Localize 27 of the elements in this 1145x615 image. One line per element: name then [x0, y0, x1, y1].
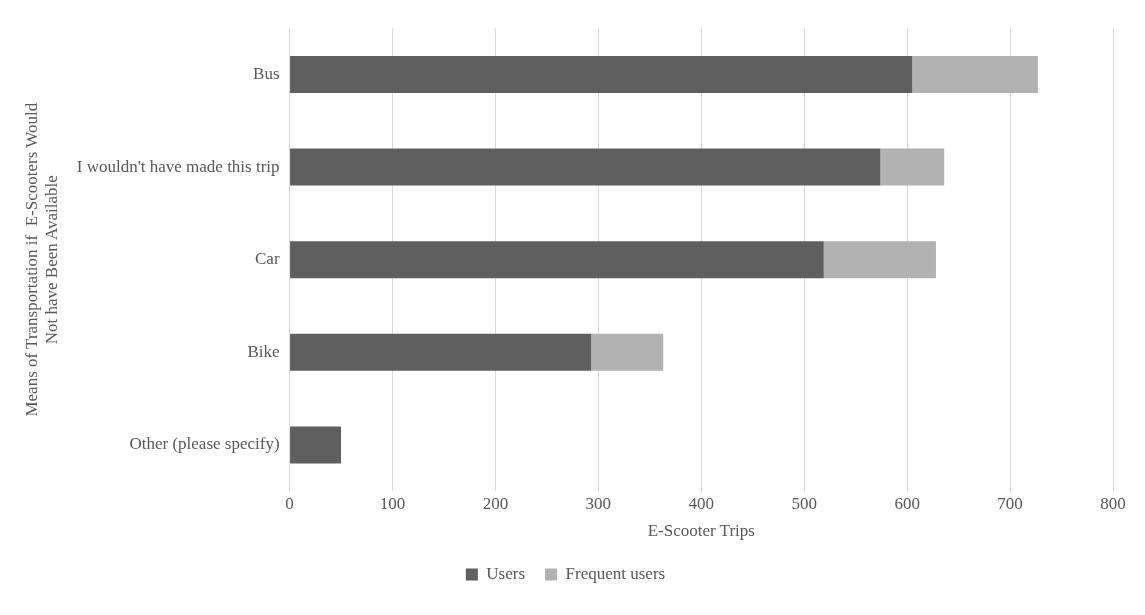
bar [880, 148, 945, 186]
y-tick-label: I wouldn't have made this trip [76, 156, 280, 176]
bar [290, 241, 824, 279]
bar [591, 333, 664, 371]
legend-label: Frequent users [565, 563, 666, 583]
bar [823, 241, 936, 279]
y-axis-title: Means of Transportation if E-Scooters Would Not have Been Available [21, 102, 62, 417]
x-tick-label: 0 [285, 493, 294, 513]
bar [290, 148, 881, 186]
y-tick-label: Other (please specify) [129, 434, 280, 454]
x-tick-label: 600 [894, 493, 920, 513]
x-tick-label: 400 [688, 493, 715, 513]
x-tick-label: 300 [585, 493, 612, 513]
bar [912, 55, 1038, 94]
x-tick-label: 100 [379, 493, 406, 513]
bar [290, 426, 342, 464]
bar [290, 333, 592, 371]
y-tick-label: Car [255, 249, 280, 269]
y-tick-label: Bike [247, 341, 280, 361]
x-tick-label: 700 [997, 493, 1023, 513]
legend-label: Users [486, 563, 526, 583]
x-tick-label: 800 [1100, 493, 1126, 513]
y-tick-label: Bus [253, 63, 280, 83]
x-axis-title: E-Scooter Trips [647, 521, 755, 541]
x-tick-label: 200 [482, 493, 509, 513]
x-tick-label: 500 [791, 493, 817, 513]
bar [290, 55, 913, 94]
